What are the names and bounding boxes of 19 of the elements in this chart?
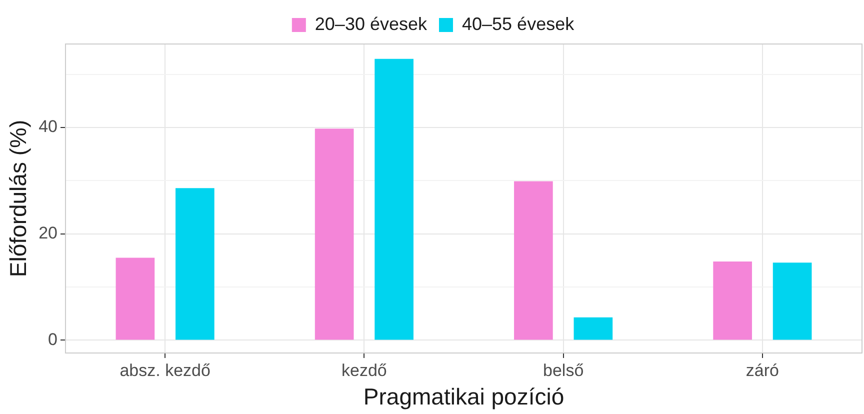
bar [374, 58, 414, 340]
bar [574, 317, 613, 340]
x-axis-title: Pragmatikai pozíció [363, 384, 564, 410]
x-tick-label: belső [542, 360, 584, 380]
y-tick-label: 40 [38, 117, 58, 136]
bar [713, 262, 752, 340]
bar [514, 181, 553, 340]
bar [176, 188, 214, 340]
legend-label: 20–30 évesek [314, 14, 428, 34]
x-tick-label: absz. kezdő [120, 360, 210, 380]
x-tick-label: kezdő [342, 360, 387, 380]
bar [116, 258, 155, 340]
bar [314, 128, 354, 340]
bar [772, 262, 812, 340]
legend-label: 40–55 évesek [462, 14, 576, 34]
x-tick-label: záró [746, 360, 779, 380]
y-tick-label: 20 [38, 224, 58, 243]
y-tick-label: 0 [48, 330, 58, 349]
y-axis-title: Előfordulás (%) [5, 120, 32, 278]
